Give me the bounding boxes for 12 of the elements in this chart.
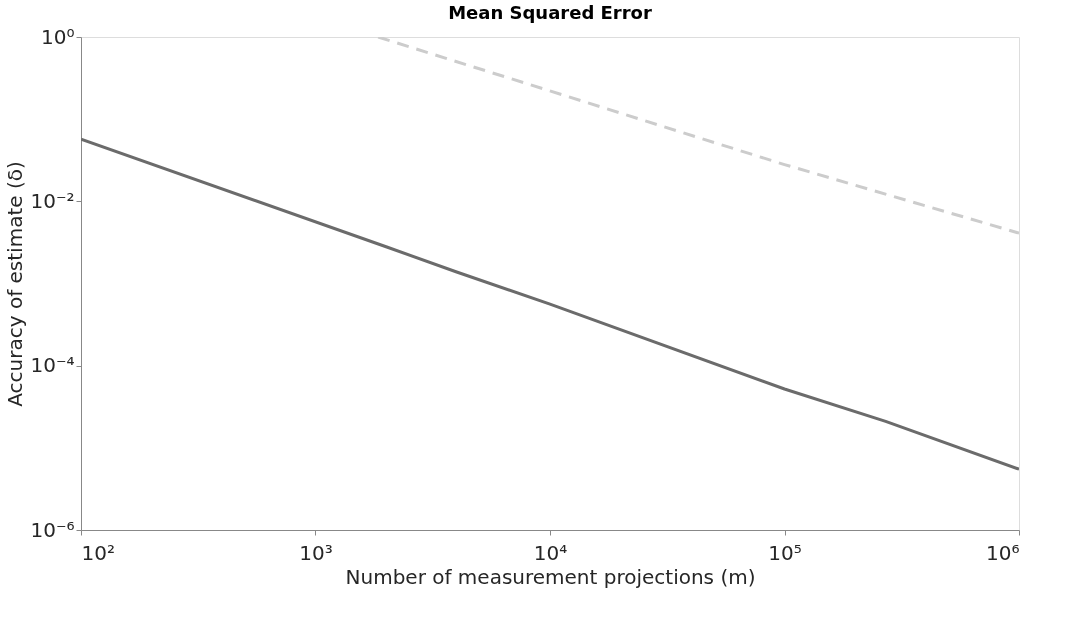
y-tick-label: 10⁻⁴ — [30, 353, 75, 378]
y-tick-label: 10⁻⁶ — [30, 517, 75, 542]
x-axis-title: Number of measurement projections (m) — [345, 564, 756, 589]
x-tick-label: 10⁵ — [768, 540, 802, 565]
y-tick-label: 10⁰ — [41, 24, 75, 49]
x-tick-label: 10² — [81, 540, 115, 565]
x-tick-label: 10⁴ — [533, 540, 568, 565]
y-tick-label: 10⁻² — [30, 188, 75, 213]
x-tick-label: 10⁶ — [986, 540, 1020, 565]
chart-title: Mean Squared Error — [448, 2, 652, 23]
y-axis-title: Accuracy of estimate (δ) — [3, 161, 28, 407]
x-tick-label: 10³ — [299, 540, 333, 565]
